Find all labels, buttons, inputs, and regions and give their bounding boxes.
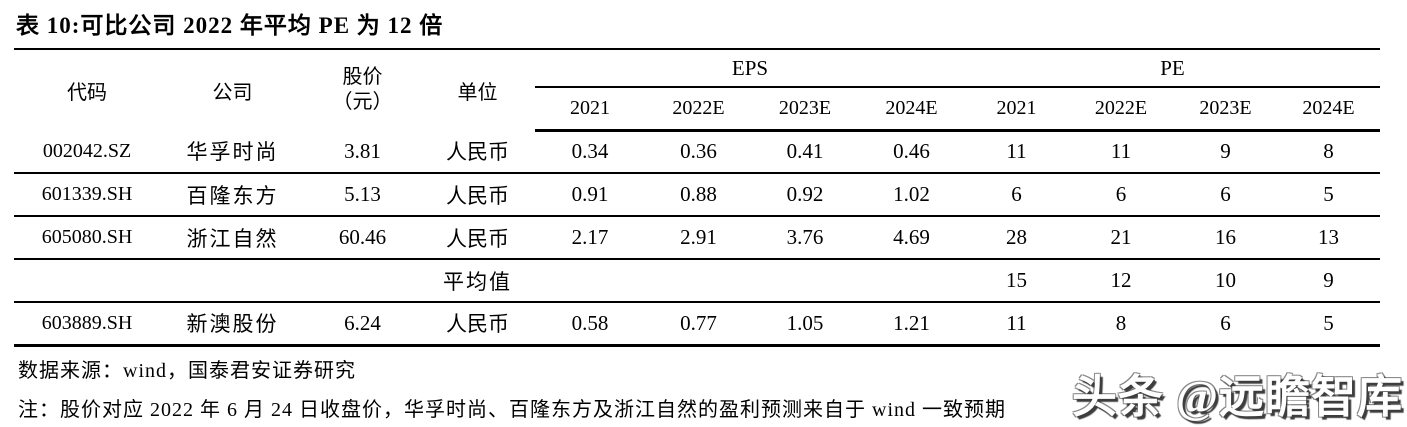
comparable-companies-table: 代码 公司 股价 （元） 单位 EPS PE 2021 2022E 2023E …: [14, 48, 1381, 347]
pe-year-2022e: 2022E: [1068, 87, 1174, 132]
col-header-price: 股价 （元）: [305, 49, 420, 130]
cell-company: 百隆东方: [160, 173, 305, 217]
cell-company: 华孚时尚: [160, 130, 305, 174]
cell-eps-2022e: 2.91: [645, 216, 752, 260]
cell-empty: [14, 259, 160, 303]
col-header-price-line1: 股价: [342, 66, 383, 88]
cell-pe-2022e: 8: [1068, 302, 1174, 347]
cell-unit: 人民币: [420, 173, 535, 217]
cell-code: 603889.SH: [14, 302, 160, 347]
group-header-pe: PE: [965, 49, 1381, 88]
eps-year-2022e: 2022E: [645, 87, 752, 132]
col-header-code: 代码: [67, 81, 107, 104]
table-row-xinao: 603889.SH 新澳股份 6.24 人民币 0.58 0.77 1.05 1…: [14, 302, 1381, 347]
cell-pe-2024e: 5: [1277, 173, 1381, 217]
eps-year-2021: 2021: [535, 87, 645, 132]
cell-eps-2021: 0.91: [535, 173, 645, 217]
cell-average-label: 平均值: [420, 259, 535, 303]
cell-empty: [535, 259, 645, 303]
cell-empty: [858, 259, 965, 303]
cell-pe-2024e: 8: [1277, 130, 1381, 174]
cell-avg-pe-2021: 15: [965, 259, 1068, 303]
col-header-price-line2: （元）: [332, 91, 393, 113]
cell-pe-2023e: 16: [1174, 216, 1277, 260]
eps-year-2024e: 2024E: [858, 87, 965, 132]
cell-eps-2024e: 1.21: [858, 302, 965, 347]
col-header-unit: 单位: [457, 81, 498, 104]
cell-pe-2023e: 6: [1174, 302, 1277, 347]
cell-price: 5.13: [305, 173, 420, 217]
cell-avg-pe-2022e: 12: [1068, 259, 1174, 303]
page-title: 表 10:可比公司 2022 年平均 PE 为 12 倍: [16, 13, 444, 38]
cell-empty: [305, 259, 420, 303]
cell-code: 002042.SZ: [14, 130, 160, 174]
cell-empty: [160, 259, 305, 303]
table-row-huafu: 002042.SZ 华孚时尚 3.81 人民币 0.34 0.36 0.41 0…: [14, 130, 1381, 174]
table-row-average: 平均值 15 12 10 9: [14, 259, 1381, 303]
cell-eps-2023e: 1.05: [752, 302, 858, 347]
cell-price: 60.46: [305, 216, 420, 260]
cell-eps-2024e: 4.69: [858, 216, 965, 260]
table-row-bros: 601339.SH 百隆东方 5.13 人民币 0.91 0.88 0.92 1…: [14, 173, 1381, 217]
pe-year-2024e: 2024E: [1277, 87, 1381, 132]
cell-eps-2021: 2.17: [535, 216, 645, 260]
cell-unit: 人民币: [420, 216, 535, 260]
pe-year-2021: 2021: [965, 87, 1068, 132]
cell-pe-2022e: 11: [1068, 130, 1174, 174]
cell-eps-2022e: 0.77: [645, 302, 752, 347]
cell-pe-2021: 6: [965, 173, 1068, 217]
watermark-text: 头条 @远瞻智库: [1071, 372, 1403, 422]
cell-code: 601339.SH: [14, 173, 160, 217]
cell-pe-2021: 11: [965, 302, 1068, 347]
cell-eps-2022e: 0.36: [645, 130, 752, 174]
table-group-header-row: 代码 公司 股价 （元） 单位 EPS PE: [14, 49, 1381, 113]
cell-eps-2023e: 0.92: [752, 173, 858, 217]
col-header-company: 公司: [212, 81, 253, 104]
eps-year-2023e: 2023E: [752, 87, 858, 132]
cell-price: 6.24: [305, 302, 420, 347]
cell-eps-2021: 0.34: [535, 130, 645, 174]
cell-avg-pe-2023e: 10: [1174, 259, 1277, 303]
cell-unit: 人民币: [420, 302, 535, 347]
cell-pe-2021: 28: [965, 216, 1068, 260]
cell-eps-2024e: 1.02: [858, 173, 965, 217]
data-source-text: 数据来源：wind，国泰君安证券研究: [18, 360, 356, 382]
cell-pe-2022e: 21: [1068, 216, 1174, 260]
cell-pe-2023e: 9: [1174, 130, 1277, 174]
cell-pe-2023e: 6: [1174, 173, 1277, 217]
cell-unit: 人民币: [420, 130, 535, 174]
cell-company: 新澳股份: [160, 302, 305, 347]
cell-pe-2022e: 6: [1068, 173, 1174, 217]
cell-eps-2024e: 0.46: [858, 130, 965, 174]
pe-year-2023e: 2023E: [1174, 87, 1277, 132]
cell-pe-2021: 11: [965, 130, 1068, 174]
cell-avg-pe-2024e: 9: [1277, 259, 1381, 303]
table-year-header-row: 2021 2022E 2023E 2024E 2021 2022E 2023E …: [14, 87, 1381, 132]
cell-price: 3.81: [305, 130, 420, 174]
cell-empty: [645, 259, 752, 303]
cell-pe-2024e: 5: [1277, 302, 1381, 347]
cell-eps-2022e: 0.88: [645, 173, 752, 217]
cell-code: 605080.SH: [14, 216, 160, 260]
table-row-zhejiang: 605080.SH 浙江自然 60.46 人民币 2.17 2.91 3.76 …: [14, 216, 1381, 260]
cell-eps-2023e: 0.41: [752, 130, 858, 174]
cell-pe-2024e: 13: [1277, 216, 1381, 260]
cell-empty: [752, 259, 858, 303]
footnote-text: 注：股价对应 2022 年 6 月 24 日收盘价，华孚时尚、百隆东方及浙江自然…: [18, 399, 1006, 421]
group-header-eps: EPS: [535, 49, 965, 88]
cell-eps-2021: 0.58: [535, 302, 645, 347]
cell-eps-2023e: 3.76: [752, 216, 858, 260]
cell-company: 浙江自然: [160, 216, 305, 260]
